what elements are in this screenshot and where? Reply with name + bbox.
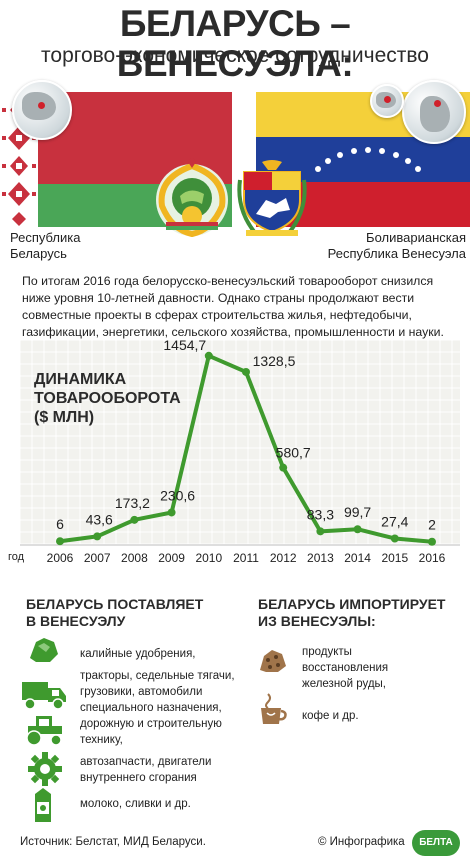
data-point-2015 bbox=[390, 534, 399, 543]
exports-heading: БЕЛАРУСЬ ПОСТАВЛЯЕТ В ВЕНЕСУЭЛУ bbox=[26, 596, 204, 629]
x-tick-2013: 2013 bbox=[307, 551, 334, 565]
x-tick-2009: 2009 bbox=[158, 551, 185, 565]
export-item-fertilizer: калийные удобрения, bbox=[80, 648, 196, 660]
x-tick-2014: 2014 bbox=[344, 551, 371, 565]
belarus-emblem-icon bbox=[152, 156, 232, 238]
fertilizer-icon bbox=[28, 634, 60, 669]
x-axis-label: год bbox=[8, 551, 25, 563]
coffee-icon bbox=[258, 692, 288, 731]
export-item-parts: автозапчасти, двигатели внутреннего сгор… bbox=[80, 756, 212, 784]
belta-logo: БЕЛТА bbox=[412, 830, 460, 856]
imports-heading: БЕЛАРУСЬ ИМПОРТИРУЕТ ИЗ ВЕНЕСУЭЛЫ: bbox=[258, 596, 446, 629]
data-label-2006: 6 bbox=[56, 516, 64, 532]
data-label-2008: 173,2 bbox=[115, 495, 150, 511]
export-item-milk: молоко, сливки и др. bbox=[80, 798, 191, 810]
data-point-2012 bbox=[279, 463, 288, 472]
data-point-2013 bbox=[316, 527, 325, 536]
data-point-2007 bbox=[93, 532, 102, 541]
data-label-2011: 1328,5 bbox=[253, 353, 296, 369]
x-tick-2015: 2015 bbox=[381, 551, 408, 565]
data-point-2006 bbox=[56, 537, 64, 546]
import-item-coffee: кофе и др. bbox=[302, 710, 359, 722]
data-point-2008 bbox=[130, 515, 139, 524]
data-point-2016 bbox=[428, 537, 436, 546]
globe-venezuela-icon bbox=[402, 80, 466, 144]
globe-venezuela-small-icon bbox=[370, 84, 404, 118]
x-tick-2012: 2012 bbox=[270, 551, 297, 565]
globe-belarus-icon bbox=[12, 80, 72, 140]
intro-text: По итогам 2016 года белорусско-венесуэль… bbox=[22, 274, 444, 339]
import-item-ore: продукты восстановления железной руды, bbox=[302, 646, 389, 690]
data-point-2010 bbox=[204, 351, 213, 360]
data-point-2009 bbox=[167, 508, 176, 517]
credit-text: © Инфографика bbox=[318, 836, 405, 848]
data-label-2013: 83,3 bbox=[307, 506, 334, 522]
x-tick-2011: 2011 bbox=[233, 551, 259, 565]
data-point-2014 bbox=[353, 525, 362, 534]
country-label-venezuela: Боливарианская Республика Венесуэла bbox=[327, 230, 466, 261]
chart-grid-background bbox=[20, 340, 460, 545]
data-label-2015: 27,4 bbox=[381, 513, 408, 529]
gear-icon bbox=[28, 752, 62, 791]
x-tick-2007: 2007 bbox=[84, 551, 111, 565]
data-label-2012: 580,7 bbox=[276, 445, 311, 461]
data-point-2011 bbox=[242, 367, 250, 376]
x-tick-2016: 2016 bbox=[419, 551, 446, 565]
truck-icon bbox=[20, 676, 70, 715]
venezuela-emblem-icon bbox=[236, 160, 308, 240]
data-label-2009: 230,6 bbox=[160, 487, 195, 503]
page-subtitle: торгово-экономическое сотрудничество bbox=[41, 44, 429, 67]
page-title: БЕЛАРУСЬ – ВЕНЕСУЭЛА: bbox=[116, 3, 354, 84]
source-text: Источник: Белстат, МИД Беларуси. bbox=[20, 836, 206, 848]
data-label-2007: 43,6 bbox=[86, 511, 113, 527]
export-item-vehicles: тракторы, седельные тягачи, грузовики, а… bbox=[80, 670, 235, 746]
country-label-belarus: Республика Беларусь bbox=[10, 230, 81, 261]
data-label-2014: 99,7 bbox=[344, 504, 371, 520]
milk-icon bbox=[30, 788, 56, 829]
x-tick-2006: 2006 bbox=[47, 551, 74, 565]
data-label-2010: 1454,7 bbox=[163, 340, 206, 353]
chart-title: ДИНАМИКА ТОВАРООБОРОТА ($ МЛН) bbox=[34, 371, 181, 426]
data-label-2016: 2 bbox=[428, 517, 436, 533]
tractor-icon bbox=[22, 712, 66, 751]
x-tick-2010: 2010 bbox=[195, 551, 222, 565]
x-tick-2008: 2008 bbox=[121, 551, 148, 565]
ore-icon bbox=[258, 648, 288, 679]
